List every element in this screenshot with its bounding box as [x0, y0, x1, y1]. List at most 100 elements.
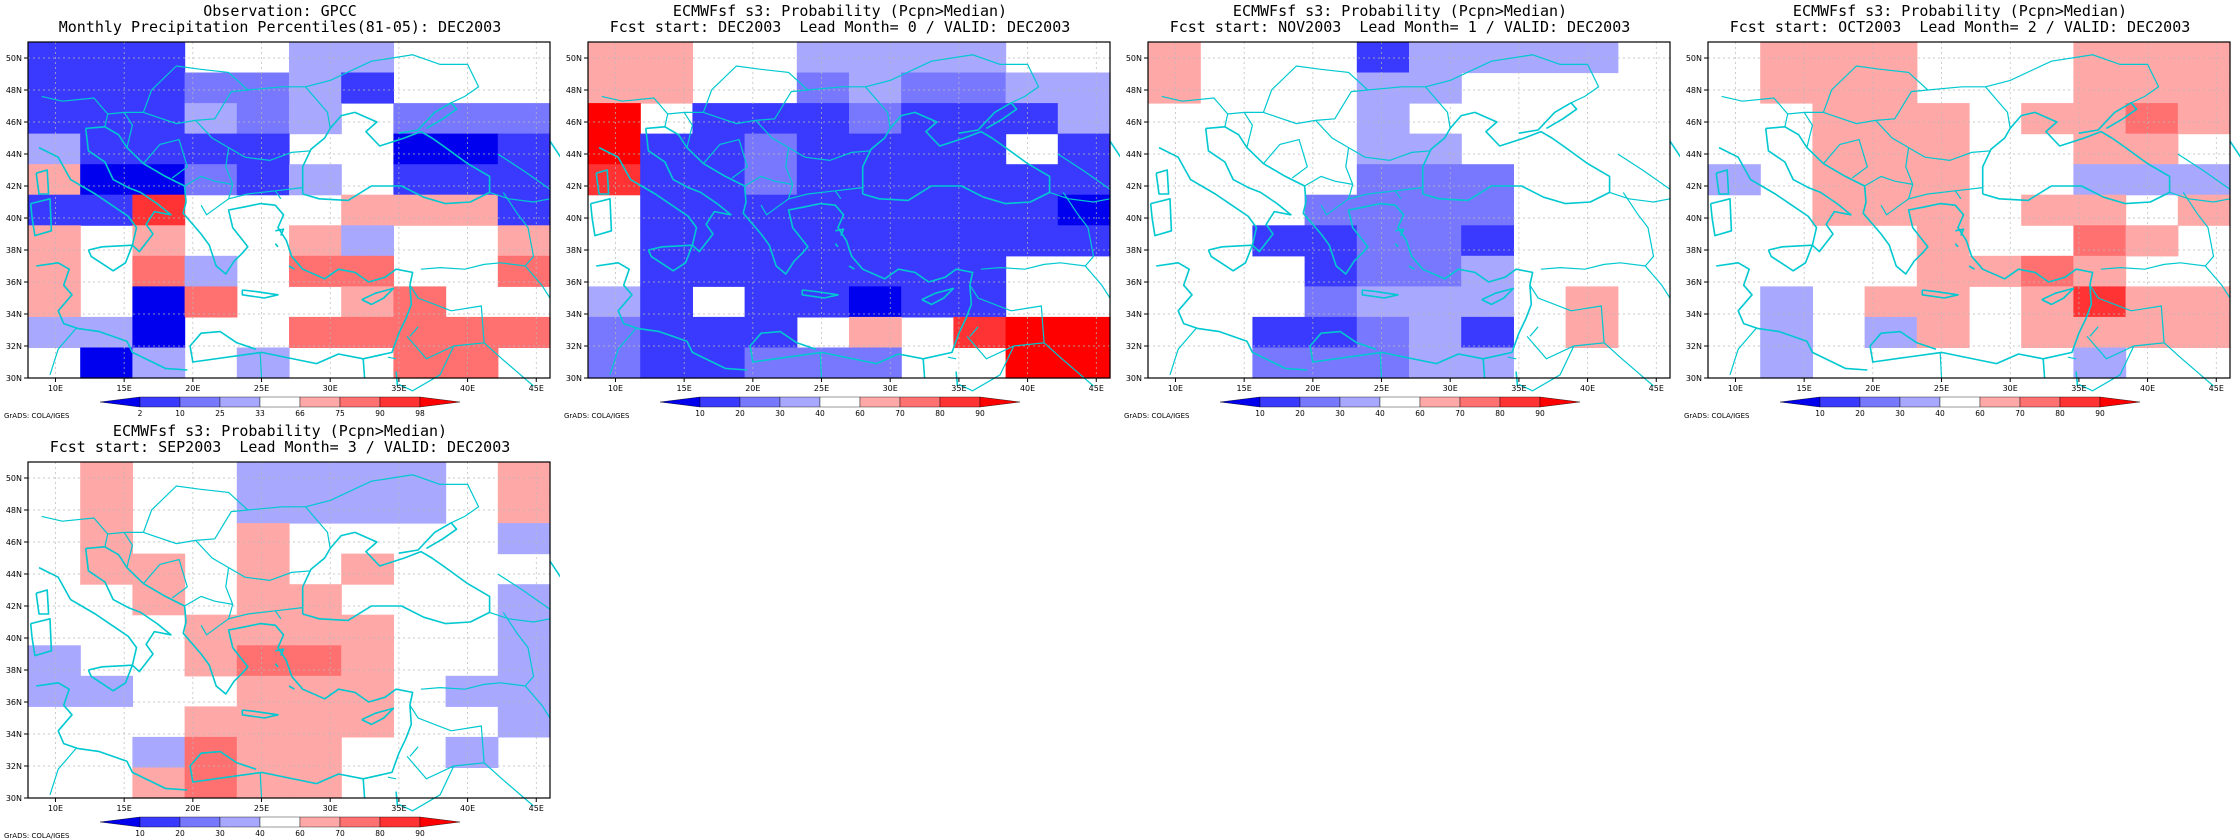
lon-tick-label: 15E: [677, 384, 692, 393]
grid-cell: [2177, 164, 2231, 196]
grid-cell: [1760, 347, 1813, 379]
grid-cell: [1812, 164, 1866, 196]
grid-cell: [849, 316, 902, 348]
lat-tick-label: 38N: [6, 666, 22, 675]
lon-tick-label: 30E: [1443, 384, 1458, 393]
grid-cell: [1057, 316, 1111, 348]
map-figure: 10E 15E 20E 25E 30E 35E 40E 45E 30N 32N 34N 36N 38N 4…: [1126, 41, 1680, 418]
grid-cell: [1812, 194, 1866, 226]
colorbar: 10 20 30 40 60 70 80 90: [1219, 396, 1581, 418]
grid-cell: [341, 553, 394, 585]
grid-cell: [901, 225, 954, 257]
map-panel-0: Observation: GPCC Monthly Precipitation P…: [0, 0, 560, 420]
colorbar-label: 60: [295, 829, 305, 838]
grid-cell: [341, 462, 394, 494]
grid-cell: [1409, 225, 1462, 257]
colorbar-label: 40: [1375, 409, 1385, 418]
colorbar-swatch: [1779, 396, 1821, 408]
grid-cell: [132, 553, 186, 585]
grid-cell: [132, 42, 186, 74]
grid-cell: [1252, 316, 1306, 348]
grid-cell: [1005, 194, 1059, 226]
lat-tick-label: 40N: [1126, 214, 1142, 223]
lat-tick-label: 40N: [566, 214, 582, 223]
grid-cell: [640, 347, 693, 379]
lat-tick-label: 44N: [566, 150, 582, 159]
grid-cell: [1356, 194, 1410, 226]
lat-tick-label: 46N: [1686, 118, 1702, 127]
map-panel-3: ECMWFsf s3: Probability (Pcpn>Median) Fcs…: [1680, 0, 2240, 420]
axis-labels: 10E 15E 20E 25E 30E 35E 40E 45E 30N 32N 34N 36N 38N 4…: [1126, 54, 1664, 393]
grid-cell: [588, 164, 641, 196]
grid-cell: [132, 225, 186, 257]
grid-cell: [497, 584, 551, 616]
grid-cell: [341, 316, 394, 348]
grid-cell: [28, 194, 81, 226]
map-figure: 10E 15E 20E 25E 30E 35E 40E 45E 30N 32N 34N 36N 38N 4…: [566, 41, 1120, 418]
colorbar-swatch: [899, 396, 941, 408]
lat-tick-label: 42N: [566, 182, 582, 191]
grid-cell: [1760, 286, 1813, 318]
grid-cell: [640, 225, 693, 257]
map-panel-1: ECMWFsf s3: Probability (Pcpn>Median) Fcs…: [560, 0, 1120, 420]
colorbar-label: 70: [335, 829, 345, 838]
grid-cell: [497, 614, 551, 646]
grid-cell: [1916, 194, 1970, 226]
grid-cell: [132, 103, 186, 135]
grid-cell: [2125, 42, 2179, 74]
grid-cell: [28, 103, 81, 135]
lat-tick-label: 50N: [1126, 54, 1142, 63]
colorbar-swatch: [99, 396, 141, 408]
grid-cell: [2125, 133, 2179, 165]
panel-title: ECMWFsf s3: Probability (Pcpn>Median): [1792, 2, 2128, 20]
borders: [41, 474, 551, 812]
lon-tick-label: 35E: [391, 384, 406, 393]
grid-cell: [1409, 164, 1462, 196]
colorbar-swatch: [419, 396, 461, 408]
grid-cell: [289, 706, 342, 738]
lon-tick-label: 10E: [48, 384, 63, 393]
colorbar-swatch: [1859, 396, 1901, 408]
lat-tick-label: 40N: [1686, 214, 1702, 223]
lon-tick-label: 40E: [460, 804, 475, 813]
colorbar: 10 20 30 40 60 70 80 90: [99, 816, 461, 838]
colorbar-swatch: [2099, 396, 2141, 408]
lat-tick-label: 40N: [6, 214, 22, 223]
gridlines: [1148, 42, 1670, 378]
grid-cell: [2073, 286, 2127, 318]
panel-subtitle: Fcst start: DEC2003 Lead Month= 0 / VALI…: [609, 18, 1071, 36]
grid-cell: [236, 614, 290, 646]
lat-tick-label: 32N: [6, 342, 22, 351]
grads-credit: GrADS: COLA/IGES: [564, 412, 630, 420]
colorbar-label: 30: [1335, 409, 1345, 418]
grid-cell: [1356, 286, 1410, 318]
lat-tick-label: 44N: [1126, 150, 1142, 159]
lon-tick-label: 40E: [460, 384, 475, 393]
colorbar-swatch: [939, 396, 981, 408]
grads-credit: GrADS: COLA/IGES: [4, 832, 70, 840]
colorbar-swatch: [1979, 396, 2021, 408]
grid-cell: [1148, 72, 1201, 104]
grid-cell: [28, 133, 81, 165]
grid-cell: [236, 706, 290, 738]
colorbar-label: 25: [215, 409, 225, 418]
lat-tick-label: 30N: [6, 794, 22, 803]
lon-tick-label: 10E: [608, 384, 623, 393]
grid-cell: [132, 347, 186, 379]
map-figure: 10E 15E 20E 25E 30E 35E 40E 45E 30N 32N 34N 36N 38N 4…: [6, 461, 560, 838]
grid-cell: [640, 316, 693, 348]
lat-tick-label: 36N: [6, 698, 22, 707]
colorbar-swatch: [99, 816, 141, 828]
lon-tick-label: 35E: [2071, 384, 2086, 393]
lon-tick-label: 20E: [1865, 384, 1880, 393]
colorbar-label: 90: [1535, 409, 1545, 418]
colorbar-label: 98: [415, 409, 425, 418]
grid-cell: [692, 347, 746, 379]
grid-cell: [849, 133, 902, 165]
grid-cell: [744, 347, 798, 379]
map-frame: [1707, 41, 2231, 379]
map-figure: 10E 15E 20E 25E 30E 35E 40E 45E 30N 32N 34N 36N 38N 4…: [1686, 41, 2240, 418]
colorbar-label: 20: [735, 409, 745, 418]
grid-cell: [289, 164, 342, 196]
colorbar-label: 90: [975, 409, 985, 418]
